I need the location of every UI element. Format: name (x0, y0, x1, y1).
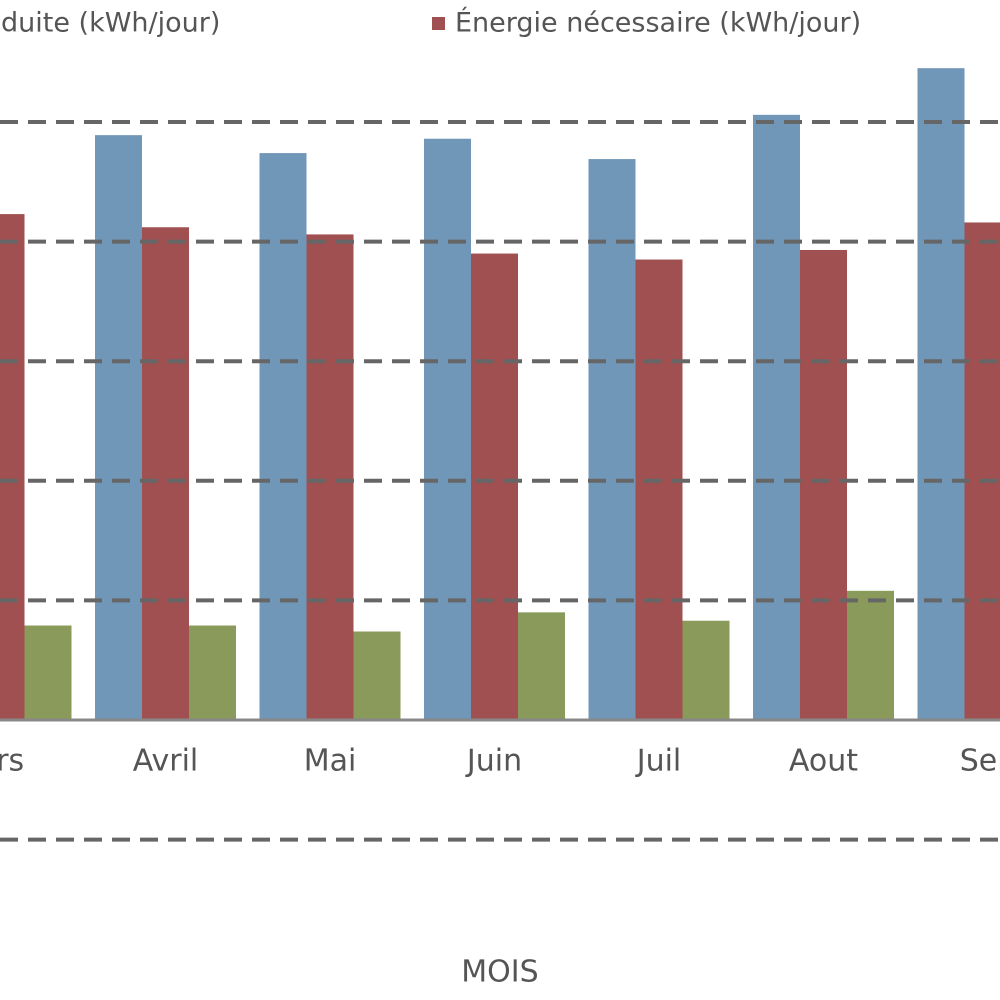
bar (964, 222, 1000, 721)
x-tick-label: Avril (133, 744, 199, 779)
x-tick-label: Sep (960, 744, 1000, 779)
bar (847, 590, 894, 720)
legend-label: Énergie nécessaire (kWh/jour) (455, 7, 861, 39)
bar (0, 214, 25, 721)
bar (635, 259, 683, 720)
bar (24, 625, 72, 720)
x-tick-label: ars (0, 744, 24, 779)
bar (142, 227, 189, 721)
bar (682, 620, 730, 720)
x-tick-label: Juin (465, 744, 522, 779)
bar (95, 135, 142, 720)
bar (518, 612, 565, 720)
x-tick-label: Mai (304, 744, 357, 779)
bar (353, 631, 401, 720)
bar (800, 249, 847, 721)
legend-swatch (432, 17, 445, 30)
bar (471, 253, 518, 720)
bar (189, 625, 236, 720)
bar (259, 153, 307, 720)
bar (588, 159, 636, 721)
bar (306, 234, 354, 720)
bar (424, 138, 471, 720)
bar (753, 114, 800, 721)
legend-label: duite (kWh/jour) (1, 8, 220, 39)
x-tick-label: Juil (635, 744, 682, 779)
x-axis-title: MOIS (461, 955, 538, 990)
x-tick-label: Aout (789, 744, 858, 779)
bar (917, 68, 965, 721)
